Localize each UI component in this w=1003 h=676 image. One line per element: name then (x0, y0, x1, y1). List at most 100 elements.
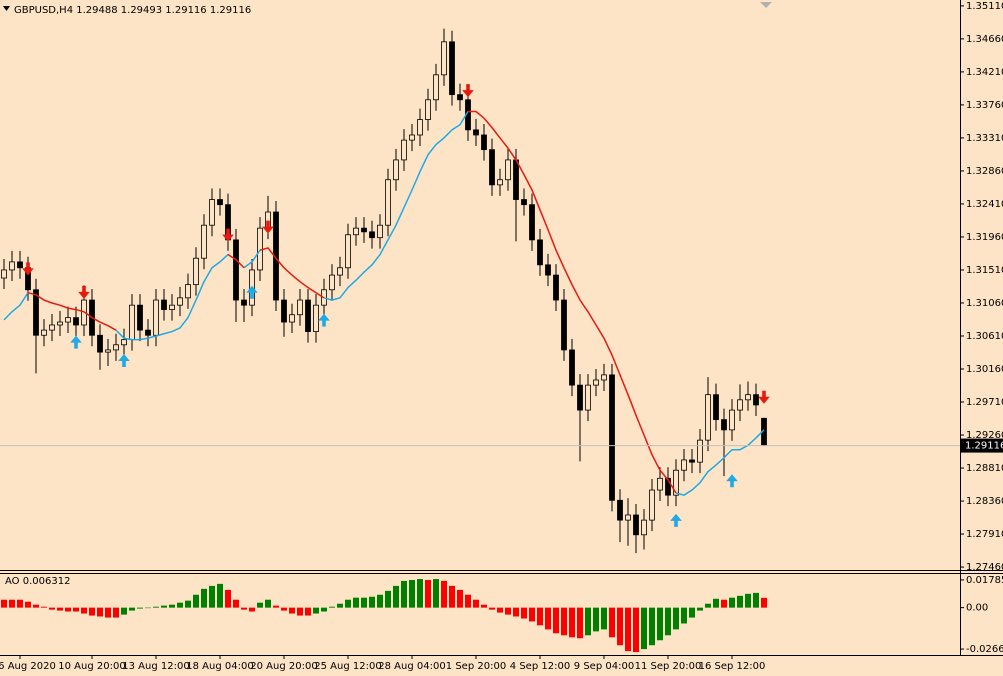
ao-bar (425, 579, 431, 608)
candle-body (185, 284, 191, 299)
y-tick-label: 1.29260 (966, 430, 1003, 441)
candle-body (633, 514, 639, 536)
y-tick-label: 1.30160 (966, 364, 1003, 375)
moving-average (115, 254, 229, 341)
candle-body (529, 204, 535, 241)
ao-bar (89, 607, 95, 616)
ao-bar (201, 588, 207, 608)
ao-bar (689, 607, 695, 618)
candle-body (697, 439, 703, 463)
ao-bar (473, 599, 479, 608)
ao-bar (217, 583, 223, 608)
candle-body (241, 299, 247, 306)
y-tick-label: 1.33310 (966, 133, 1003, 144)
ao-bar (1, 599, 7, 608)
menu-triangle[interactable] (3, 6, 10, 11)
candle-body (57, 321, 63, 326)
candle-body (393, 159, 399, 181)
last-price-label: 1.29116 (965, 441, 1003, 452)
candle-body (753, 394, 759, 406)
ao-bar (57, 607, 63, 611)
ao-bar (465, 594, 471, 608)
candle-body (513, 159, 519, 200)
moving-average (675, 429, 765, 496)
candle-body (33, 289, 39, 336)
chart-title: GBPUSD,H4 1.29488 1.29493 1.29116 1.2911… (14, 5, 251, 16)
ao-bar (297, 607, 303, 616)
ao-bar (41, 606, 47, 608)
candle-body (377, 224, 383, 239)
ao-bar (409, 579, 415, 608)
candle-body (585, 384, 591, 411)
candle-body (737, 399, 743, 411)
candle-body (673, 469, 679, 496)
ao-bar (25, 601, 31, 608)
moving-average (243, 249, 261, 269)
candle-body (609, 374, 615, 501)
candle-body (593, 379, 599, 386)
ao-bar (145, 607, 151, 609)
last-price-box (961, 438, 1003, 453)
ao-bar (537, 607, 543, 626)
candle-body (657, 477, 663, 491)
ao-bar (289, 607, 295, 614)
y-tick-label: 1.28360 (966, 496, 1003, 507)
ao-bar (377, 594, 383, 608)
candle-body (209, 199, 215, 226)
candle-body (177, 297, 183, 306)
candle-body (545, 264, 551, 276)
ao-bar (753, 592, 759, 608)
ao-bar (449, 585, 455, 608)
ao-bar (273, 605, 279, 608)
ao-bar (313, 607, 319, 614)
buy-arrow (726, 474, 738, 488)
candle-body (113, 344, 119, 351)
candle-body (281, 299, 287, 323)
candle-body (665, 477, 671, 496)
ao-bar (729, 597, 735, 608)
ao-bar (193, 594, 199, 608)
ao-bar (649, 607, 655, 646)
ao-bar (121, 607, 127, 615)
candle-body (745, 394, 751, 401)
candle-body (449, 41, 455, 96)
candle-body (625, 514, 631, 521)
ao-bar (129, 607, 135, 611)
x-tick-label: 10 Aug 20:00 (58, 661, 125, 672)
y-tick-label: 1.30610 (966, 331, 1003, 342)
y-tick-label: 1.28810 (966, 463, 1003, 474)
y-tick-label: 1.32860 (966, 166, 1003, 177)
ao-bar (321, 607, 327, 612)
ao-bar (737, 595, 743, 608)
y-tick-label: 1.35110 (966, 1, 1003, 12)
ao-bar (257, 602, 263, 608)
y-tick-label: 1.31060 (966, 298, 1003, 309)
x-tick-label: 11 Sep 20:00 (635, 661, 702, 672)
ao-bar (601, 607, 607, 630)
candle-body (329, 274, 335, 291)
candle-body (161, 299, 167, 310)
ao-bar (161, 605, 167, 608)
candle-body (145, 329, 151, 336)
candle-body (681, 459, 687, 471)
x-tick-label: 25 Aug 12:00 (314, 661, 381, 672)
candle-body (169, 304, 175, 310)
ao-bar (561, 607, 567, 636)
candle-body (97, 334, 103, 353)
y-tick-label: 1.31960 (966, 232, 1003, 243)
sell-arrow (262, 220, 274, 234)
x-tick-label: 13 Aug 12:00 (122, 661, 189, 672)
candle-body (641, 519, 647, 536)
candle-body (289, 314, 295, 323)
buy-arrow (70, 335, 82, 349)
ao-bar (177, 602, 183, 608)
ao-bar (457, 589, 463, 608)
candle-body (65, 317, 71, 323)
candle-body (1, 269, 7, 279)
x-tick-label: 6 Aug 2020 (0, 661, 56, 672)
ao-bar (489, 607, 495, 610)
ao-bar (249, 607, 255, 612)
candle-body (17, 261, 23, 269)
candle-body (713, 394, 719, 421)
moving-average (323, 111, 469, 301)
